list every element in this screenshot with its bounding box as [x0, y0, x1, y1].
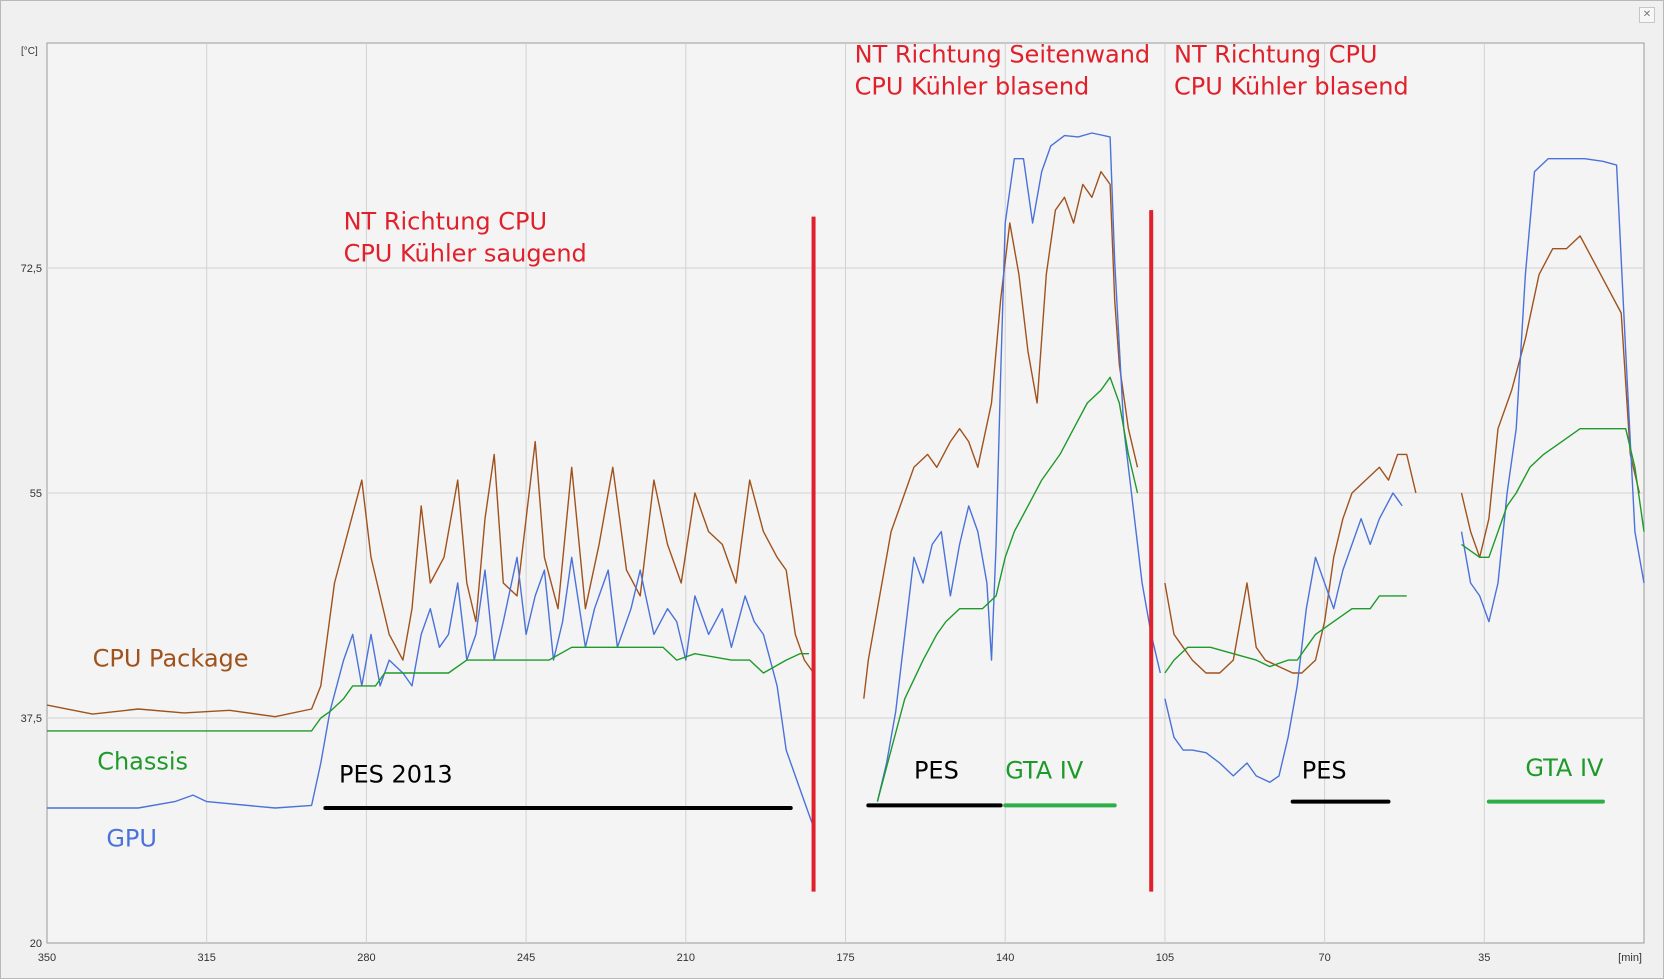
- annotation-label: Chassis: [97, 747, 188, 775]
- x-tick-label: 70: [1318, 952, 1330, 964]
- annotation-label: CPU Package: [93, 645, 249, 673]
- x-tick-label: 175: [836, 952, 854, 964]
- y-tick-label: 20: [30, 938, 42, 950]
- annotation-label: NT Richtung Seitenwand: [855, 40, 1151, 68]
- x-tick-label: 350: [38, 952, 56, 964]
- x-unit-label: [min]: [1618, 952, 1642, 964]
- series-line-cpu: [863, 170, 1139, 699]
- annotation-label: GPU: [106, 825, 157, 853]
- x-tick-label: 245: [517, 952, 535, 964]
- series-line-cpu: [1460, 235, 1641, 558]
- series-line-chassis: [47, 646, 809, 732]
- annotation-label: GTA IV: [1005, 756, 1084, 784]
- axis-layer: 350 315 280 245 210 175 140 105 70 35 [min] 20 37,5 5…: [21, 46, 1642, 964]
- x-tick-label: 210: [677, 952, 695, 964]
- series-line-chassis: [1164, 595, 1407, 674]
- grid: [47, 43, 1644, 943]
- x-tick-label: 140: [996, 952, 1014, 964]
- x-tick-label: 105: [1156, 952, 1174, 964]
- series-line-gpu: [1460, 158, 1645, 623]
- annotation-label: CPU Kühler blasend: [1174, 72, 1409, 100]
- y-unit-label: [°C]: [21, 46, 38, 57]
- annotation-label: GTA IV: [1525, 754, 1604, 782]
- annotation-label: NT Richtung CPU: [344, 207, 547, 235]
- annotation-label: NT Richtung CPU: [1174, 40, 1377, 68]
- y-tick-label: 72,5: [21, 263, 42, 275]
- annotation-label: CPU Kühler blasend: [855, 72, 1090, 100]
- annotation-label: CPU Kühler saugend: [344, 240, 587, 268]
- series-line-cpu: [1164, 453, 1417, 674]
- x-tick-label: 35: [1478, 952, 1490, 964]
- annotation-label: PES: [1302, 756, 1347, 784]
- series-line-chassis: [1461, 428, 1645, 558]
- series-layer: [46, 132, 1645, 828]
- close-icon[interactable]: ✕: [1639, 7, 1655, 23]
- y-tick-label: 37,5: [21, 713, 42, 725]
- series-line-chassis: [876, 376, 1139, 802]
- y-tick-label: 55: [30, 488, 42, 500]
- series-line-gpu: [47, 556, 815, 828]
- annotations-layer: NT Richtung CPU CPU Kühler saugend NT Rich…: [93, 40, 1604, 852]
- series-line-gpu: [876, 132, 1161, 802]
- series-line-gpu: [1164, 492, 1403, 783]
- x-tick-label: 315: [198, 952, 216, 964]
- x-tick-label: 280: [357, 952, 375, 964]
- annotation-label: PES 2013: [339, 760, 453, 788]
- markers-layer: [323, 210, 1605, 892]
- annotation-label: PES: [914, 756, 959, 784]
